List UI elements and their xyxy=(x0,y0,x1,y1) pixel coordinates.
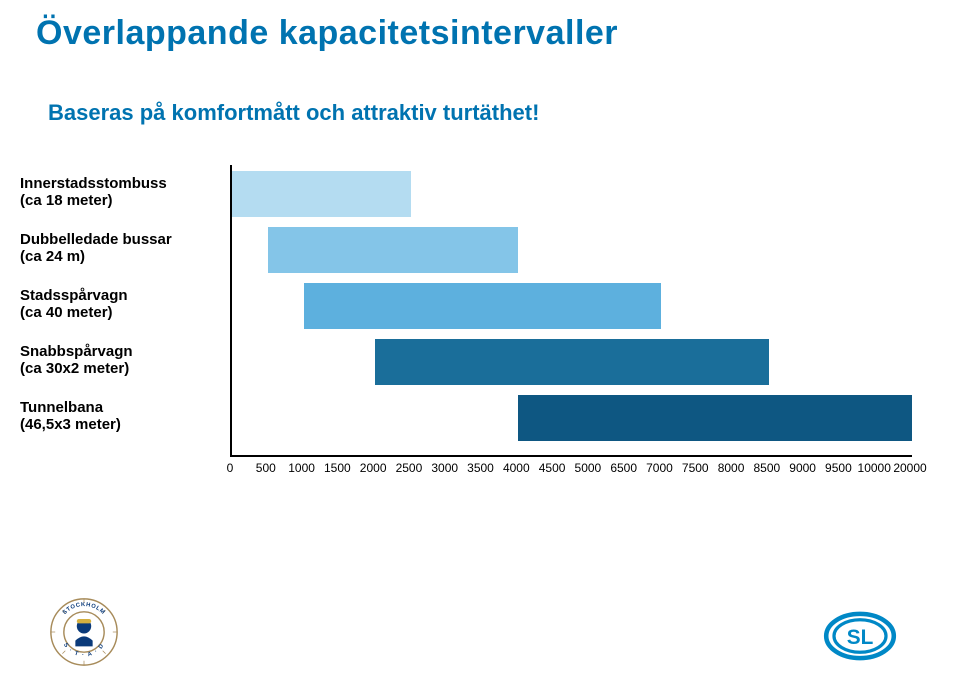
svg-text:STOCKHOLM: STOCKHOLM xyxy=(62,602,106,616)
sl-logo: SL xyxy=(821,608,899,664)
x-tick-18: 10000 xyxy=(858,461,891,475)
x-tick-4: 2000 xyxy=(360,461,387,475)
bar-1 xyxy=(268,227,519,273)
x-tick-5: 2500 xyxy=(396,461,423,475)
x-tick-13: 7500 xyxy=(682,461,709,475)
page-title: Överlappande kapacitetsintervaller xyxy=(36,14,618,53)
x-tick-12: 7000 xyxy=(646,461,673,475)
x-tick-1: 500 xyxy=(256,461,276,475)
y-label-0: Innerstadsstombuss(ca 18 meter) xyxy=(20,175,167,210)
x-tick-16: 9000 xyxy=(789,461,816,475)
x-tick-8: 4000 xyxy=(503,461,530,475)
bar-0 xyxy=(232,171,411,217)
bar-2 xyxy=(304,283,662,329)
y-label-4: Tunnelbana(46,5x3 meter) xyxy=(20,399,121,434)
y-label-1: Dubbelledade bussar(ca 24 m) xyxy=(20,231,172,266)
bar-3 xyxy=(375,339,769,385)
x-tick-17: 9500 xyxy=(825,461,852,475)
x-tick-19: 20000 xyxy=(893,461,926,475)
x-tick-3: 1500 xyxy=(324,461,351,475)
footer: STOCKHOLM S · T · A · D SL xyxy=(0,578,959,688)
stockholm-stad-logo: STOCKHOLM S · T · A · D xyxy=(48,596,120,668)
x-tick-2: 1000 xyxy=(288,461,315,475)
bar-4 xyxy=(518,395,912,441)
x-tick-0: 0 xyxy=(227,461,234,475)
svg-text:SL: SL xyxy=(847,626,874,649)
x-axis-labels: 0 500 1000 1500 2000 2500 3000 3500 4000 4500 5000… xyxy=(230,461,930,479)
y-label-3: Snabbspårvagn(ca 30x2 meter) xyxy=(20,343,133,378)
x-tick-9: 4500 xyxy=(539,461,566,475)
y-axis-labels: Innerstadsstombuss(ca 18 meter) Dubbelled… xyxy=(20,165,220,455)
x-tick-15: 8500 xyxy=(753,461,780,475)
page-subtitle: Baseras på komfortmått och attraktiv tur… xyxy=(48,100,539,126)
capacity-bar-chart: Innerstadsstombuss(ca 18 meter) Dubbelled… xyxy=(20,165,920,485)
chart-plot-area xyxy=(230,165,912,457)
x-tick-11: 6500 xyxy=(610,461,637,475)
x-tick-10: 5000 xyxy=(575,461,602,475)
x-tick-6: 3000 xyxy=(431,461,458,475)
x-tick-14: 8000 xyxy=(718,461,745,475)
x-tick-7: 3500 xyxy=(467,461,494,475)
y-label-2: Stadsspårvagn(ca 40 meter) xyxy=(20,287,128,322)
slide: Överlappande kapacitetsintervaller Baser… xyxy=(0,0,959,688)
